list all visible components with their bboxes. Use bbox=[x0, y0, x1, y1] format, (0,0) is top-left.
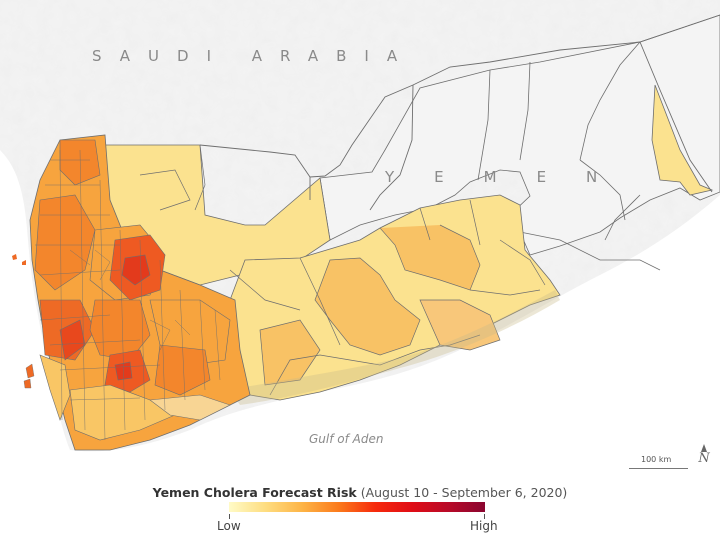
legend-label-low: Low bbox=[217, 519, 241, 533]
legend-tick-high bbox=[484, 514, 485, 519]
region-mahra-east bbox=[651, 84, 714, 196]
label-saudi-arabia: SAUDI ARABIA bbox=[92, 47, 416, 65]
north-arrow-glyph bbox=[701, 444, 707, 452]
yemen-risk-map bbox=[0, 0, 720, 478]
scale-bar-line bbox=[629, 468, 688, 469]
legend-label-high: High bbox=[470, 519, 498, 533]
gulf-of-aden bbox=[0, 195, 720, 478]
legend-tick-low bbox=[229, 514, 230, 519]
legend: Yemen Cholera Forecast Risk (August 10 -… bbox=[0, 478, 720, 545]
legend-title: Yemen Cholera Forecast Risk (August 10 -… bbox=[0, 485, 720, 500]
legend-title-main: Yemen Cholera Forecast Risk bbox=[152, 485, 357, 500]
scale-bar-label: 100 km bbox=[641, 455, 672, 464]
label-gulf-of-aden: Gulf of Aden bbox=[309, 432, 384, 446]
label-yemen: YEMEN bbox=[385, 168, 638, 186]
legend-colorbar bbox=[229, 502, 485, 512]
scale-bar: 100 km bbox=[629, 455, 688, 469]
international-border bbox=[199, 14, 720, 211]
north-arrow-letter: N bbox=[698, 451, 710, 466]
legend-title-dates: (August 10 - September 6, 2020) bbox=[360, 485, 568, 500]
north-arrow-icon: N bbox=[696, 444, 712, 470]
map-area[interactable]: SAUDI ARABIA YEMEN Gulf of Aden 100 km N bbox=[0, 0, 720, 478]
